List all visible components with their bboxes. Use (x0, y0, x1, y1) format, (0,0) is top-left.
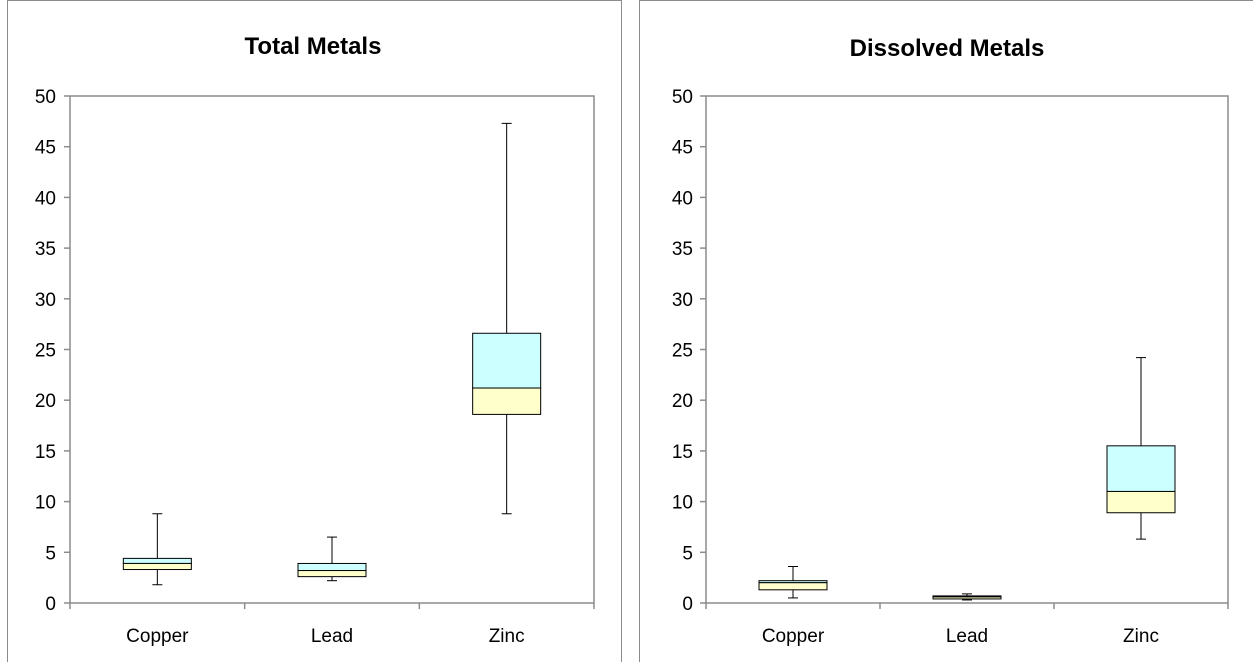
y-tick-label: 35 (672, 239, 693, 260)
y-tick-label: 15 (35, 442, 56, 463)
plot-area: 0 5 10 15 20 25 30 35 40 45 50 Copper Lead Zinc (35, 87, 595, 647)
x-category-label: Copper (126, 626, 189, 647)
y-tick-label: 30 (672, 290, 693, 311)
plot-frame (705, 95, 1229, 604)
box-zinc (472, 122, 542, 515)
chart-total-metals: Total Metals 0 5 10 15 20 25 30 35 40 45 50 Copper L… (35, 33, 595, 647)
y-tick-label: 5 (682, 543, 693, 564)
x-category-label: Lead (946, 626, 988, 647)
y-tick-label: 5 (45, 543, 56, 564)
y-tick-label: 0 (682, 594, 693, 615)
x-category-label: Copper (762, 626, 825, 647)
y-tick-label: 20 (35, 391, 56, 412)
upper-box (297, 562, 367, 572)
upper-box (472, 332, 542, 389)
box-lead (297, 536, 367, 582)
lower-box (472, 387, 542, 415)
chart-title: Total Metals (245, 33, 382, 60)
y-tick-label: 10 (672, 493, 693, 514)
chart-panel-total-metals (7, 0, 622, 662)
box-lead (932, 593, 1002, 601)
y-tick-label: 50 (35, 87, 56, 108)
y-tick-label: 35 (35, 239, 56, 260)
y-tick-label: 15 (672, 442, 693, 463)
box-zinc (1106, 357, 1176, 540)
y-tick-label: 20 (672, 391, 693, 412)
y-tick-label: 25 (672, 341, 693, 362)
y-tick-label: 45 (672, 138, 693, 159)
plot-area: 0 5 10 15 20 25 30 35 40 45 50 Copper Lead Zinc (672, 87, 1229, 647)
chart-title: Dissolved Metals (850, 35, 1045, 62)
y-tick-label: 0 (45, 594, 56, 615)
y-tick-label: 45 (35, 138, 56, 159)
lower-box (297, 570, 367, 578)
y-tick-label: 25 (35, 341, 56, 362)
y-tick-label: 30 (35, 290, 56, 311)
y-tick-label: 50 (672, 87, 693, 108)
y-tick-label: 40 (35, 188, 56, 209)
lower-box (758, 582, 828, 591)
y-tick-label: 40 (672, 188, 693, 209)
x-category-label: Zinc (489, 626, 525, 647)
y-tick-label: 10 (35, 493, 56, 514)
lower-box (1106, 490, 1176, 514)
upper-box (1106, 445, 1176, 492)
x-category-label: Zinc (1123, 626, 1159, 647)
box-copper (758, 565, 828, 599)
box-copper (122, 513, 192, 586)
x-category-label: Lead (311, 626, 353, 647)
lower-box (932, 596, 1002, 600)
chart-dissolved-metals: Dissolved Metals 0 5 10 15 20 25 30 35 40 45 50 Cop… (672, 35, 1229, 647)
lower-box (122, 562, 192, 571)
upper-box (122, 557, 192, 564)
chart-panel-dissolved-metals (639, 0, 1253, 662)
